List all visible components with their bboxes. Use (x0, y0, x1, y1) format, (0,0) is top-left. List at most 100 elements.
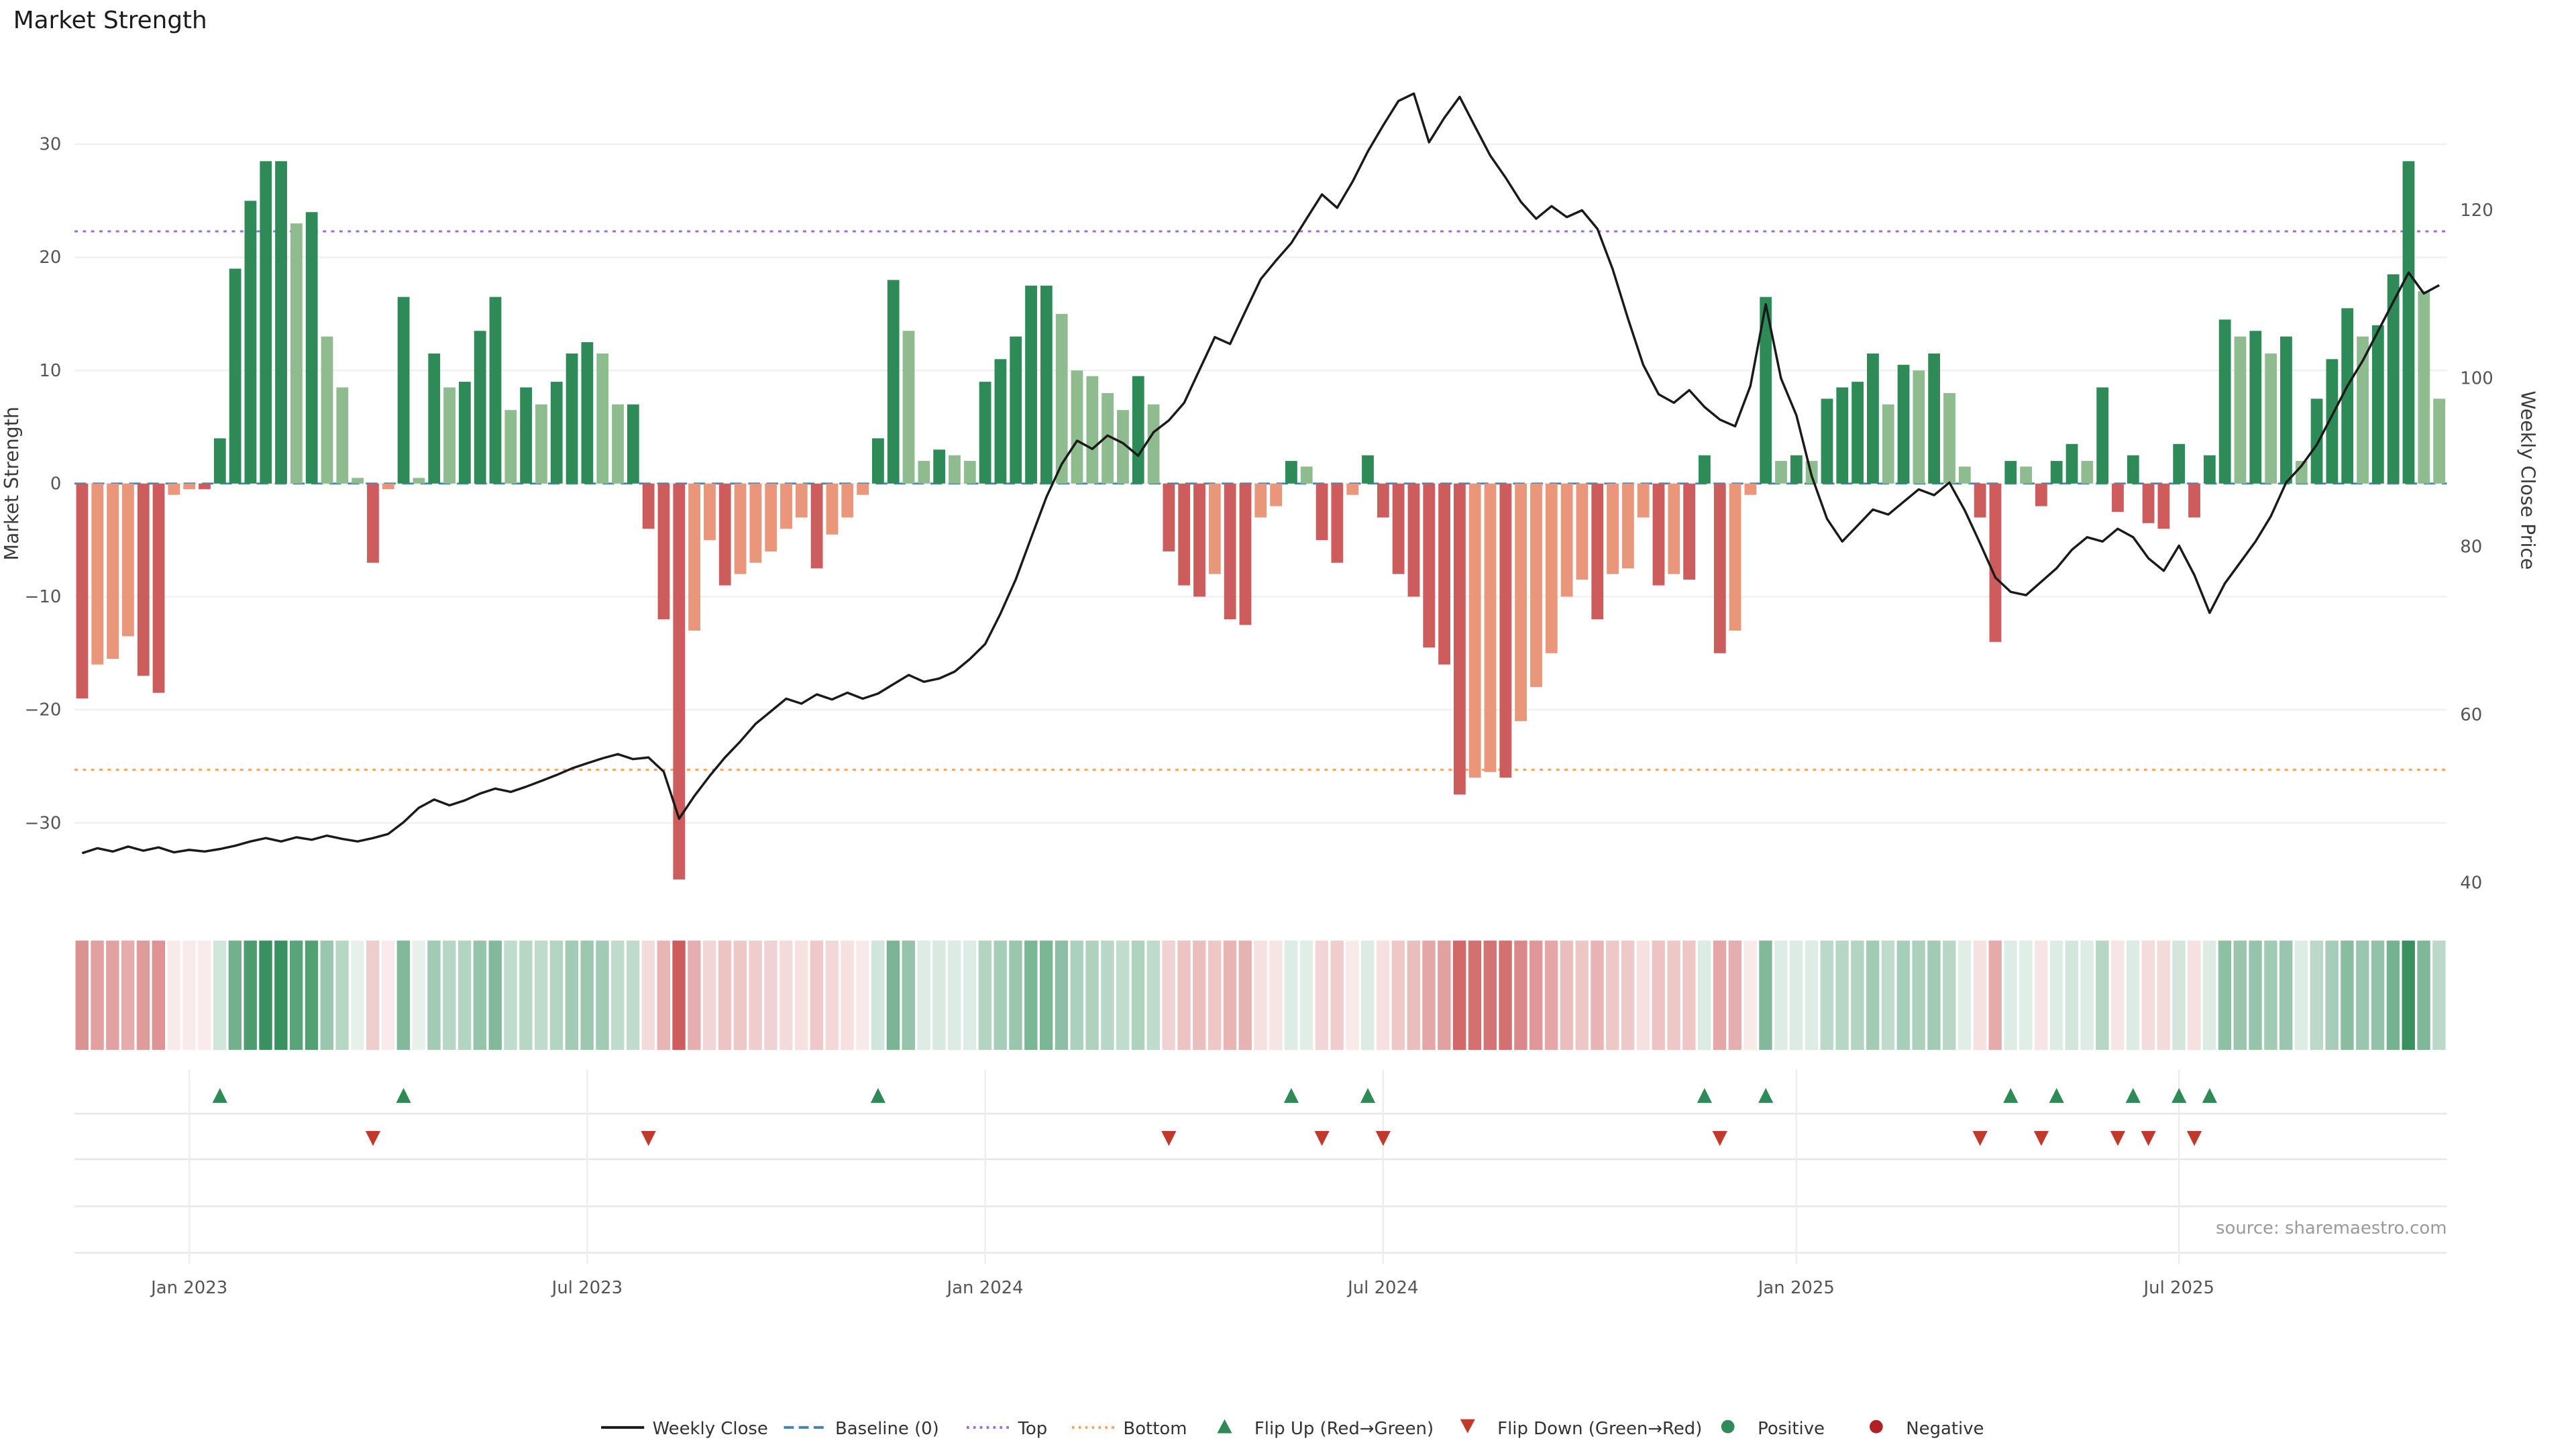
strength-bar (1668, 483, 1680, 574)
heatmap-cell (1820, 941, 1833, 1051)
y-tick-label-right: 60 (2460, 705, 2482, 725)
strength-bar (1760, 297, 1772, 484)
heatmap-cell (565, 941, 579, 1051)
strength-bar (535, 404, 547, 484)
heatmap-cell (932, 941, 946, 1051)
heatmap-cell (213, 941, 227, 1051)
strength-bar (2341, 308, 2354, 484)
heatmap-cell (366, 941, 380, 1051)
heatmap-cell (596, 941, 609, 1051)
heatmap-cell (182, 941, 196, 1051)
legend-item-flip-up: Flip Up (Red→Green) (1217, 1419, 1434, 1439)
heatmap-cell (871, 941, 885, 1051)
heatmap-cell (381, 941, 395, 1051)
strength-bar (963, 461, 976, 484)
heatmap-cell (1591, 941, 1604, 1051)
strength-bar (1438, 483, 1450, 665)
strength-bar (550, 382, 563, 484)
heatmap-cell (106, 941, 119, 1051)
heatmap-cell (1621, 941, 1635, 1051)
strength-bar (2127, 455, 2139, 484)
strength-bar (1178, 483, 1191, 586)
strength-bar (2035, 483, 2047, 506)
lower-panel-rules (74, 1069, 2447, 1264)
strength-bar (1102, 392, 1114, 484)
heatmap-cell (198, 941, 211, 1051)
strength-bar (2020, 466, 2032, 484)
strength-bar (1499, 483, 1512, 778)
heatmap-cell (396, 941, 411, 1051)
strength-bar (933, 449, 946, 484)
strength-bar (2050, 461, 2063, 484)
heatmap-cell (794, 941, 808, 1051)
heatmap-cell (749, 941, 762, 1051)
heatmap-cell (1988, 941, 2002, 1051)
weekly-close-line (81, 92, 2440, 855)
strength-bar (458, 382, 471, 484)
flip-markers (212, 1087, 2217, 1146)
heatmap-cell (320, 941, 333, 1051)
flip-down-swatch-icon (1460, 1419, 1475, 1434)
strength-bar (795, 483, 808, 518)
strength-bar (2310, 398, 2323, 484)
legend-label: Weekly Close (653, 1419, 768, 1439)
strength-bar (1775, 461, 1787, 484)
legend-label: Negative (1906, 1419, 1984, 1439)
flip-down-marker-icon (1161, 1131, 1177, 1146)
strength-bar (1744, 483, 1757, 495)
heatmap-cell (2432, 941, 2446, 1051)
heatmap-cell (1330, 941, 1344, 1051)
heatmap-cell (412, 941, 425, 1051)
strength-heatmap-strip (75, 941, 2446, 1051)
strength-bar (122, 483, 134, 637)
heatmap-cell (1544, 941, 1558, 1051)
heatmap-cell (274, 941, 288, 1051)
heatmap-cell (825, 941, 839, 1051)
strength-bar (76, 483, 89, 699)
strength-bar (1683, 483, 1696, 580)
heatmap-cell (1422, 941, 1436, 1051)
strength-bar (428, 353, 441, 484)
heatmap-cell (152, 941, 165, 1051)
strength-bar (290, 223, 303, 484)
strength-bar (857, 483, 869, 495)
strength-bar (949, 455, 961, 484)
strength-bar (1254, 483, 1267, 518)
strength-bar (1055, 313, 1068, 484)
legend-label: Top (1017, 1419, 1047, 1439)
heatmap-cell (2264, 941, 2277, 1051)
strength-bar (137, 483, 150, 676)
heatmap-cell (1866, 941, 1880, 1051)
heatmap-cell (641, 941, 655, 1051)
heatmap-cell (2096, 941, 2109, 1051)
heatmap-cell (1652, 941, 1665, 1051)
strength-bar (336, 387, 349, 484)
heatmap-cell (2004, 941, 2017, 1051)
heatmap-cell (2049, 941, 2063, 1051)
strength-bar (244, 201, 257, 484)
heatmap-cell (1468, 941, 1482, 1051)
strength-bar (2234, 336, 2247, 484)
heatmap-cell (1346, 941, 1359, 1051)
heatmap-cell (1499, 941, 1512, 1051)
strength-bar (642, 483, 655, 529)
heatmap-cell (2202, 941, 2216, 1051)
flip-up-marker-icon (396, 1087, 411, 1104)
heatmap-cell (458, 941, 472, 1051)
heatmap-cell (2294, 941, 2308, 1051)
strength-bar (1836, 387, 1849, 484)
heatmap-cell (1835, 941, 1849, 1051)
heatmap-cell (963, 941, 977, 1051)
strength-bar (1377, 483, 1389, 518)
heatmap-cell (1698, 941, 1711, 1051)
strength-bar (1316, 483, 1328, 541)
heatmap-cell (1452, 941, 1466, 1051)
heatmap-cell (611, 941, 625, 1051)
strength-bar (2218, 319, 2231, 484)
strength-bar (1897, 364, 1910, 484)
strength-bar (1607, 483, 1619, 574)
legend-item-weekly-close: Weekly Close (601, 1419, 768, 1439)
strength-bar (1468, 483, 1481, 778)
flip-up-marker-icon (1697, 1087, 1713, 1104)
